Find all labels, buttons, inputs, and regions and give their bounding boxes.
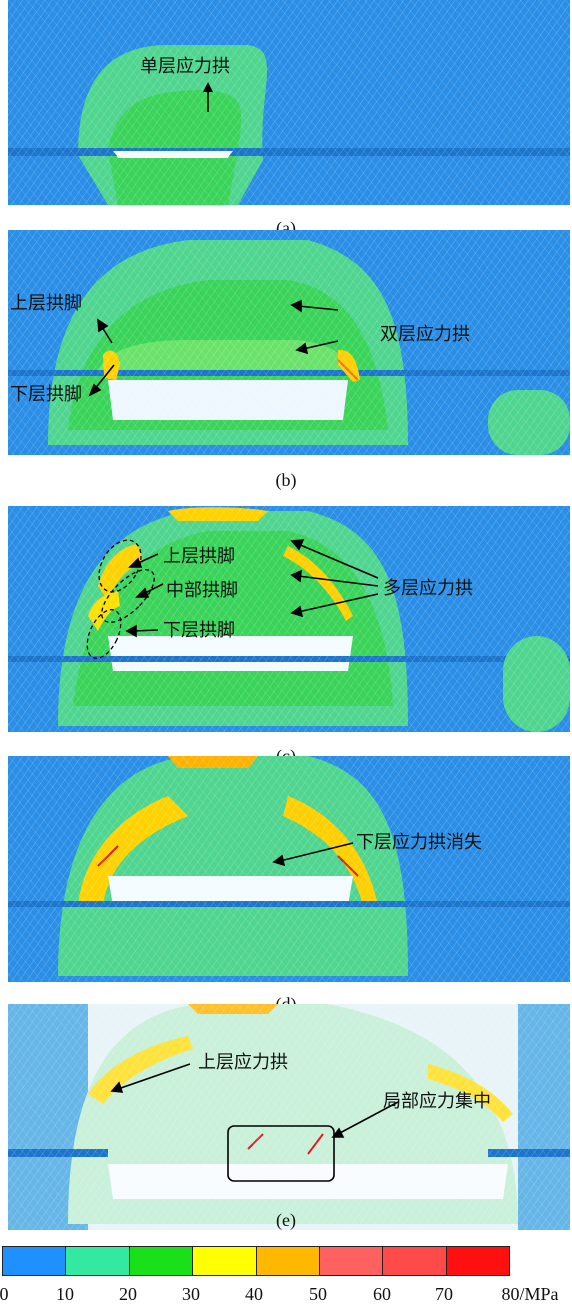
label-lower-arch-disappears: 下层应力拱消失 [356,832,482,853]
colorbar-segment [256,1247,320,1275]
colorbar-segment [193,1247,257,1275]
stress-colorbar [2,1246,510,1276]
label-upper-arch-foot: 上层拱脚 [10,293,82,314]
caption-b: (b) [275,470,297,490]
label-upper-arch: 上层应力拱 [198,1052,288,1073]
dashed-ellipses [86,539,155,659]
colorbar-tick: 30 [182,1284,200,1304]
label-middle-arch-foot: 中部拱脚 [166,580,238,601]
colorbar-tick: 20 [119,1284,137,1304]
colorbar-segment [3,1247,67,1275]
label-lower-arch-foot: 下层拱脚 [10,384,82,405]
arrows [88,299,339,397]
label-multi-layer-arch: 多层应力拱 [383,578,473,599]
label-lower-arch-foot: 下层拱脚 [163,620,235,641]
arrows [110,1063,399,1138]
arrow-head [203,82,213,92]
label-single-layer-arch: 单层应力拱 [140,56,230,77]
colorbar-tick: 40 [245,1284,263,1304]
label-local-stress-concentration: 局部应力集中 [383,1091,491,1112]
colorbar-tick: 10 [56,1284,74,1304]
caption-e: (e) [276,1210,296,1230]
panel-b: 上层拱脚 双层应力拱 下层拱脚 [8,230,570,455]
panel-d: 下层应力拱消失 [8,756,570,982]
arrows [125,539,379,638]
colorbar-segment [319,1247,384,1275]
colorbar-segment [446,1247,509,1275]
panel-e: 上层应力拱 局部应力集中 [8,1004,570,1230]
colorbar-tick: 60 [373,1284,391,1304]
label-upper-arch-foot: 上层拱脚 [163,546,235,567]
panel-a: 单层应力拱 [8,0,570,205]
label-double-layer-arch: 双层应力拱 [380,324,470,345]
colorbar-segment [383,1247,447,1275]
local-concentration-box [227,1125,335,1182]
colorbar-ticks: 0 10 20 30 40 50 60 70 80/MPa [0,1284,572,1308]
colorbar-segment [66,1247,130,1275]
colorbar-tick: 80/MPa [501,1284,559,1304]
colorbar-tick: 50 [309,1284,327,1304]
colorbar-tick: 70 [435,1284,453,1304]
colorbar-tick: 0 [0,1284,9,1304]
arrow [272,842,354,867]
panel-c: 上层拱脚 中部拱脚 多层应力拱 下层拱脚 [8,506,570,732]
colorbar-segment [129,1247,194,1275]
